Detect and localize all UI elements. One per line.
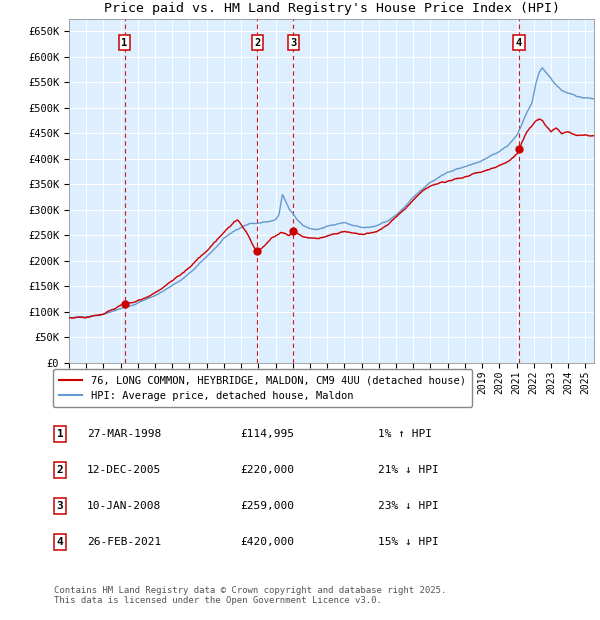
Text: 1: 1 — [121, 38, 128, 48]
Text: 10-JAN-2008: 10-JAN-2008 — [87, 501, 161, 511]
Text: £259,000: £259,000 — [240, 501, 294, 511]
Text: Contains HM Land Registry data © Crown copyright and database right 2025.
This d: Contains HM Land Registry data © Crown c… — [54, 586, 446, 605]
Text: 3: 3 — [290, 38, 296, 48]
Text: 1% ↑ HPI: 1% ↑ HPI — [378, 429, 432, 439]
Title: 76, LONG COMMON, HEYBRIDGE, MALDON, CM9 4UU
Price paid vs. HM Land Registry's Ho: 76, LONG COMMON, HEYBRIDGE, MALDON, CM9 … — [104, 0, 560, 15]
Text: 2: 2 — [56, 465, 64, 475]
Legend: 76, LONG COMMON, HEYBRIDGE, MALDON, CM9 4UU (detached house), HPI: Average price: 76, LONG COMMON, HEYBRIDGE, MALDON, CM9 … — [53, 369, 472, 407]
Text: 4: 4 — [516, 38, 522, 48]
Text: 15% ↓ HPI: 15% ↓ HPI — [378, 537, 439, 547]
Text: £420,000: £420,000 — [240, 537, 294, 547]
Text: 26-FEB-2021: 26-FEB-2021 — [87, 537, 161, 547]
Text: 2: 2 — [254, 38, 260, 48]
Text: £220,000: £220,000 — [240, 465, 294, 475]
Text: 4: 4 — [56, 537, 64, 547]
Text: 23% ↓ HPI: 23% ↓ HPI — [378, 501, 439, 511]
Text: 1: 1 — [56, 429, 64, 439]
Text: 12-DEC-2005: 12-DEC-2005 — [87, 465, 161, 475]
Text: 3: 3 — [56, 501, 64, 511]
Text: 27-MAR-1998: 27-MAR-1998 — [87, 429, 161, 439]
Text: 21% ↓ HPI: 21% ↓ HPI — [378, 465, 439, 475]
Text: £114,995: £114,995 — [240, 429, 294, 439]
